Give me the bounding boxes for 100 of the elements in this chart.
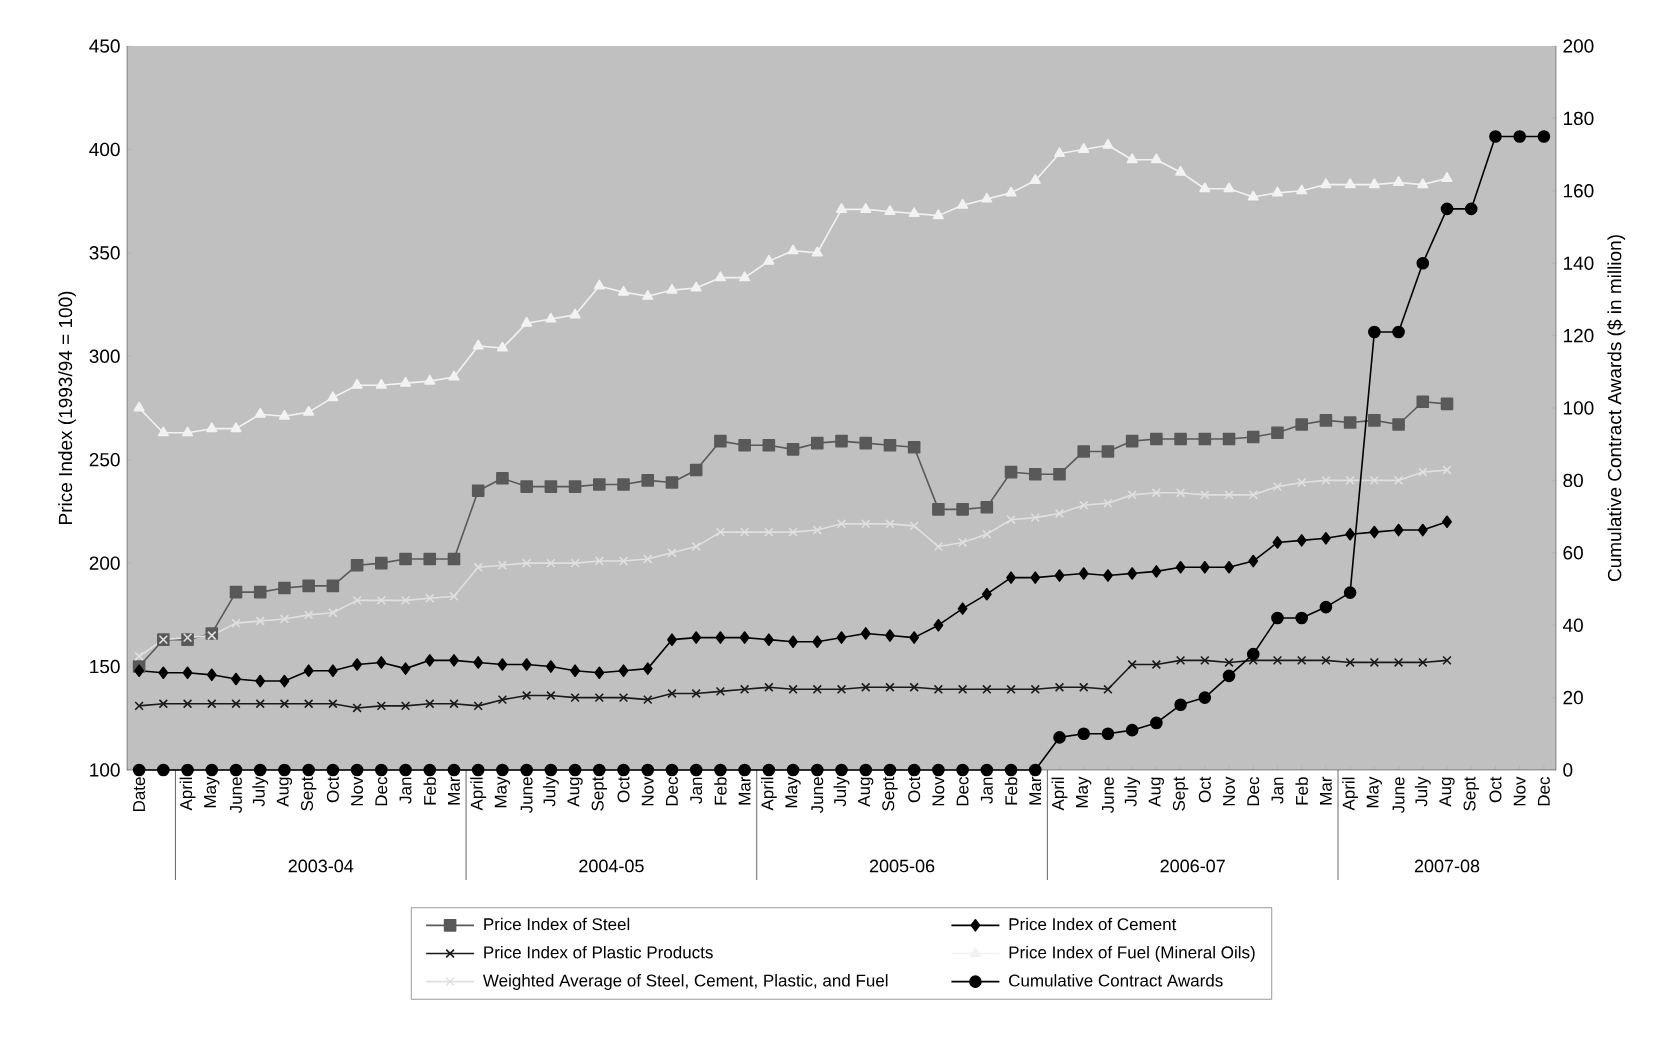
legend-label: Weighted Average of Steel, Cement, Plastic, and Fuel — [482, 974, 888, 990]
point — [205, 763, 219, 777]
x-tick-label: June — [230, 777, 242, 814]
x-tick-label: Sept — [882, 776, 898, 811]
y2-tick-label: 160 — [1563, 184, 1594, 198]
point — [594, 666, 605, 680]
x-tick-label: Oct — [617, 776, 630, 803]
point — [1392, 325, 1405, 339]
point — [691, 631, 702, 644]
y-tick-label: 100 — [90, 763, 120, 777]
point — [1103, 684, 1113, 694]
point — [1416, 395, 1430, 409]
point — [885, 519, 895, 529]
point — [545, 660, 556, 673]
point — [1393, 657, 1404, 668]
point — [835, 434, 848, 448]
point — [278, 581, 291, 595]
x-tick-label: Mar — [448, 776, 460, 805]
point — [521, 658, 532, 671]
point — [1247, 190, 1259, 201]
point — [229, 585, 243, 599]
point — [594, 692, 604, 703]
point — [1126, 153, 1138, 164]
point — [982, 529, 992, 539]
point — [253, 585, 267, 599]
point — [1537, 130, 1551, 143]
point — [570, 664, 581, 677]
x-tick-label: Sept — [300, 776, 317, 811]
point — [1368, 414, 1381, 427]
point — [884, 205, 896, 216]
point — [860, 203, 872, 213]
x-tick-label: April — [1342, 777, 1359, 811]
x-tick-label: Jan — [690, 777, 703, 804]
x-tick-label: June — [811, 777, 824, 814]
point — [497, 560, 508, 570]
x-tick-label: April — [760, 777, 777, 811]
point — [1101, 727, 1115, 741]
point — [1369, 657, 1380, 668]
point — [182, 699, 193, 709]
point — [667, 633, 677, 646]
point — [1200, 490, 1210, 500]
point — [1296, 184, 1308, 195]
point — [593, 478, 606, 491]
point — [279, 699, 290, 709]
point — [689, 763, 703, 777]
point — [520, 763, 533, 777]
point — [207, 699, 217, 709]
point — [980, 763, 994, 777]
point — [351, 378, 363, 389]
y2-tick-label: 180 — [1563, 111, 1594, 126]
point — [1369, 475, 1380, 486]
point — [544, 480, 558, 493]
point — [1125, 723, 1139, 737]
y2-tick-label: 100 — [1563, 401, 1594, 415]
point — [764, 682, 774, 692]
point — [375, 378, 387, 389]
point — [1028, 467, 1042, 481]
point — [1053, 731, 1066, 744]
point — [763, 633, 774, 646]
point — [956, 503, 969, 516]
point — [714, 763, 727, 777]
x-tick-label: Aug — [1148, 777, 1164, 807]
point — [206, 422, 218, 433]
point — [665, 476, 679, 489]
point — [883, 438, 897, 452]
legend-label: Cumulative Contract Awards — [1009, 974, 1223, 987]
point — [279, 614, 290, 624]
point — [449, 654, 459, 667]
point — [714, 271, 726, 282]
point — [641, 763, 655, 777]
point — [907, 440, 921, 454]
point — [1006, 515, 1016, 525]
x-tick-label: July — [542, 776, 559, 807]
x-tick-label: Nov — [641, 776, 654, 806]
y-tick-label: 350 — [89, 246, 120, 260]
point — [1175, 165, 1187, 176]
point — [1246, 647, 1260, 661]
point — [981, 192, 993, 203]
point — [302, 579, 315, 593]
point — [885, 682, 895, 692]
point — [1151, 488, 1162, 498]
y-tick-label: 300 — [89, 349, 120, 363]
point — [1151, 565, 1162, 578]
point — [1418, 657, 1428, 668]
legend-label: Price Index of Plastic Products — [484, 945, 713, 959]
y-tick-label: 250 — [89, 452, 120, 467]
point — [1151, 659, 1162, 670]
point — [1127, 490, 1137, 500]
text: 2004-05 — [579, 859, 644, 873]
point — [1127, 567, 1138, 580]
point — [1077, 727, 1091, 741]
point — [1005, 186, 1017, 197]
x-tick-label: Feb — [1004, 777, 1018, 805]
point — [1199, 560, 1210, 574]
point — [1417, 178, 1429, 189]
y2-axis-title: Cumulative Contract Awards ($ in million) — [1607, 235, 1626, 582]
x-tick-label: June — [1392, 777, 1405, 814]
point — [1224, 657, 1234, 668]
y2-tick-label: 80 — [1563, 473, 1583, 488]
point — [497, 658, 508, 671]
